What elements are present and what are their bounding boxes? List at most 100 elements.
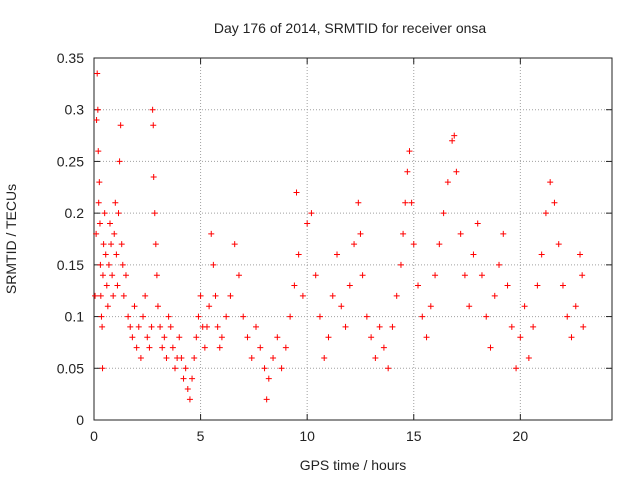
data-point bbox=[299, 292, 306, 299]
data-point bbox=[444, 179, 451, 186]
chart-title: Day 176 of 2014, SRMTID for receiver ons… bbox=[214, 20, 487, 36]
data-point bbox=[206, 303, 213, 310]
data-point bbox=[261, 365, 268, 372]
data-point bbox=[513, 365, 520, 372]
data-point bbox=[214, 323, 221, 330]
data-point bbox=[144, 334, 151, 341]
data-point bbox=[106, 220, 113, 227]
data-point bbox=[116, 158, 123, 165]
data-point bbox=[159, 344, 166, 351]
data-point bbox=[118, 241, 125, 248]
data-point bbox=[129, 334, 136, 341]
data-point bbox=[112, 199, 119, 206]
data-point bbox=[203, 323, 210, 330]
data-point bbox=[93, 230, 100, 237]
data-point bbox=[146, 344, 153, 351]
plot-area-frame bbox=[93, 57, 613, 421]
data-point bbox=[135, 323, 142, 330]
x-tick-label: 20 bbox=[513, 428, 529, 444]
data-point bbox=[385, 365, 392, 372]
data-point bbox=[131, 303, 138, 310]
data-point bbox=[282, 344, 289, 351]
data-point bbox=[210, 261, 217, 268]
data-point bbox=[248, 354, 255, 361]
y-tick-label: 0.2 bbox=[65, 205, 85, 221]
data-point bbox=[534, 282, 541, 289]
data-point bbox=[291, 282, 298, 289]
data-point bbox=[410, 241, 417, 248]
data-point bbox=[559, 282, 566, 289]
data-point bbox=[274, 334, 281, 341]
data-point bbox=[564, 313, 571, 320]
data-point bbox=[278, 365, 285, 372]
grid bbox=[94, 58, 612, 420]
data-point bbox=[542, 210, 549, 217]
data-point bbox=[334, 251, 341, 258]
data-point bbox=[329, 292, 336, 299]
data-point bbox=[99, 272, 106, 279]
data-point bbox=[176, 334, 183, 341]
data-point bbox=[201, 344, 208, 351]
data-point bbox=[100, 241, 107, 248]
data-point bbox=[538, 251, 545, 258]
data-point bbox=[402, 199, 409, 206]
data-point bbox=[235, 272, 242, 279]
data-point bbox=[466, 303, 473, 310]
data-point bbox=[99, 365, 106, 372]
x-axis-label: GPS time / hours bbox=[300, 457, 407, 473]
data-point bbox=[117, 122, 124, 129]
data-point bbox=[94, 70, 101, 77]
data-point bbox=[346, 282, 353, 289]
data-point bbox=[103, 282, 110, 289]
data-point bbox=[120, 292, 127, 299]
data-point bbox=[96, 179, 103, 186]
data-point bbox=[423, 334, 430, 341]
data-point bbox=[483, 313, 490, 320]
data-point bbox=[125, 313, 132, 320]
data-point bbox=[451, 132, 458, 139]
data-point bbox=[178, 354, 185, 361]
data-point bbox=[496, 261, 503, 268]
data-point bbox=[363, 313, 370, 320]
data-point bbox=[568, 334, 575, 341]
data-point bbox=[95, 148, 102, 155]
data-point bbox=[223, 313, 230, 320]
data-point bbox=[189, 375, 196, 382]
data-point bbox=[457, 230, 464, 237]
data-point bbox=[257, 344, 264, 351]
data-point bbox=[240, 313, 247, 320]
data-point bbox=[148, 323, 155, 330]
data-point bbox=[119, 261, 126, 268]
data-point bbox=[115, 210, 122, 217]
data-point bbox=[389, 323, 396, 330]
data-point bbox=[415, 282, 422, 289]
data-point bbox=[96, 220, 103, 227]
data-point bbox=[530, 323, 537, 330]
data-point bbox=[191, 354, 198, 361]
data-point bbox=[432, 272, 439, 279]
data-point bbox=[94, 106, 101, 113]
data-point bbox=[161, 334, 168, 341]
data-point bbox=[227, 292, 234, 299]
data-point bbox=[111, 230, 118, 237]
data-point bbox=[151, 210, 158, 217]
data-point bbox=[184, 385, 191, 392]
data-point bbox=[108, 241, 115, 248]
data-point bbox=[113, 251, 120, 258]
data-point bbox=[152, 241, 159, 248]
y-tick-label: 0.35 bbox=[57, 50, 84, 66]
data-point bbox=[104, 303, 111, 310]
y-tick-label: 0 bbox=[76, 412, 84, 428]
data-point bbox=[169, 344, 176, 351]
data-point bbox=[142, 292, 149, 299]
data-point bbox=[193, 334, 200, 341]
data-point bbox=[157, 323, 164, 330]
axis-ticks: 0 5 10 15 20 0 0.05 0.1 0.15 0.2 0.25 0.3 0.35 bbox=[57, 50, 612, 444]
data-point bbox=[150, 122, 157, 129]
data-point bbox=[359, 272, 366, 279]
data-point bbox=[263, 396, 270, 403]
data-point bbox=[408, 199, 415, 206]
data-point bbox=[304, 220, 311, 227]
data-point bbox=[265, 375, 272, 382]
data-point bbox=[97, 261, 104, 268]
